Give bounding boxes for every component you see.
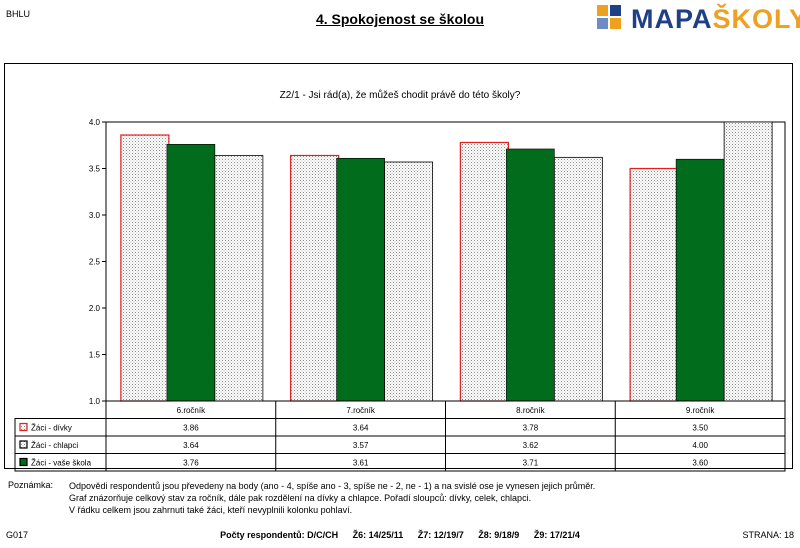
- legend-entry: Žáci - dívky: [31, 424, 72, 433]
- legend-entry: Žáci - vaše škola: [31, 459, 92, 468]
- note: Odpovědi respondentů jsou převedeny na b…: [69, 480, 595, 516]
- page-number: STRANA: 18: [742, 530, 794, 540]
- bar: [459, 141, 509, 402]
- bar: [166, 144, 216, 402]
- counts-label: Počty respondentů: D/C/CH: [220, 530, 339, 540]
- legend-swatch: [19, 422, 28, 432]
- table-value: 3.76: [183, 459, 199, 468]
- note-line: Graf znázorňuje celkový stav za ročník, …: [69, 493, 532, 503]
- table-value: 3.57: [353, 441, 369, 450]
- y-tick-label: 3.0: [89, 211, 101, 220]
- plot-area: [105, 121, 786, 402]
- report-code: BHLU: [6, 9, 31, 19]
- bar: [723, 121, 773, 402]
- logo: MAPAŠKOLY: [597, 4, 800, 34]
- logo-text: MAPAŠKOLY: [631, 4, 800, 34]
- chart-frame: [4, 63, 793, 469]
- table-value: 4.00: [692, 441, 708, 450]
- table-value: 3.64: [353, 424, 369, 433]
- bar: [336, 157, 385, 402]
- table-value: 3.78: [523, 424, 539, 433]
- bar: [120, 134, 170, 402]
- logo-text-skoly: ŠKOLY: [712, 4, 800, 34]
- table-value: 3.64: [183, 441, 199, 450]
- bar: [675, 158, 725, 402]
- logo-squares-icon: [597, 5, 625, 33]
- count-grade9: Ž9: 17/21/4: [533, 530, 580, 540]
- legend-entry: Žáci - chlapci: [31, 441, 78, 450]
- table-value: 3.60: [692, 459, 708, 468]
- table-value: 3.61: [353, 459, 369, 468]
- y-tick-label: 1.5: [89, 351, 101, 360]
- bar: [290, 154, 340, 402]
- table-value: 3.62: [523, 441, 539, 450]
- y-tick-label: 2.5: [89, 258, 101, 267]
- y-tick-label: 1.0: [89, 397, 101, 406]
- note-label: Poznámka:: [8, 480, 54, 490]
- x-category-label: 9.ročník: [686, 406, 715, 415]
- respondent-counts: Počty respondentů: D/C/CH Ž6: 14/25/11 Ž…: [0, 530, 800, 540]
- y-tick-label: 2.0: [89, 304, 101, 313]
- table-value: 3.86: [183, 424, 199, 433]
- y-axis: 1.0 1.5 2.0 2.5 3.0 3.5 4.0: [89, 118, 106, 406]
- count-grade8: Ž8: 9/18/9: [478, 530, 520, 540]
- chart-title: Z2/1 - Jsi rád(a), že můžeš chodit právě…: [280, 89, 521, 101]
- logo-text-mapa: MAPA: [631, 4, 713, 34]
- table-body-border: [14, 418, 786, 472]
- note-line: Odpovědi respondentů jsou převedeny na b…: [69, 481, 596, 491]
- table-value: 3.71: [523, 459, 539, 468]
- y-tick-label: 3.5: [89, 165, 101, 174]
- y-tick-label: 4.0: [89, 118, 101, 127]
- table-value: 3.50: [692, 424, 708, 433]
- x-category-label: 8.ročník: [516, 406, 545, 415]
- footer-code: G017: [6, 530, 29, 540]
- bar: [506, 148, 555, 402]
- data-table: 6.ročník 7.ročník 8.ročník 9.ročník Žáci - d…: [14, 400, 786, 472]
- legend-swatch: [19, 457, 28, 467]
- bar: [553, 156, 603, 402]
- legend-swatch: [19, 440, 28, 449]
- bar: [629, 167, 679, 402]
- x-category-label: 7.ročník: [346, 406, 375, 415]
- count-grade6: Ž6: 14/25/11: [352, 530, 404, 540]
- x-category-label: 6.ročník: [177, 406, 206, 415]
- note-line: V řádku celkem jsou zahrnuti také žáci, …: [69, 505, 353, 515]
- page-title: 4. Spokojenost se školou: [315, 11, 485, 27]
- bar: [384, 161, 434, 402]
- count-grade7: Ž7: 12/19/7: [417, 530, 464, 540]
- bar: [214, 155, 264, 402]
